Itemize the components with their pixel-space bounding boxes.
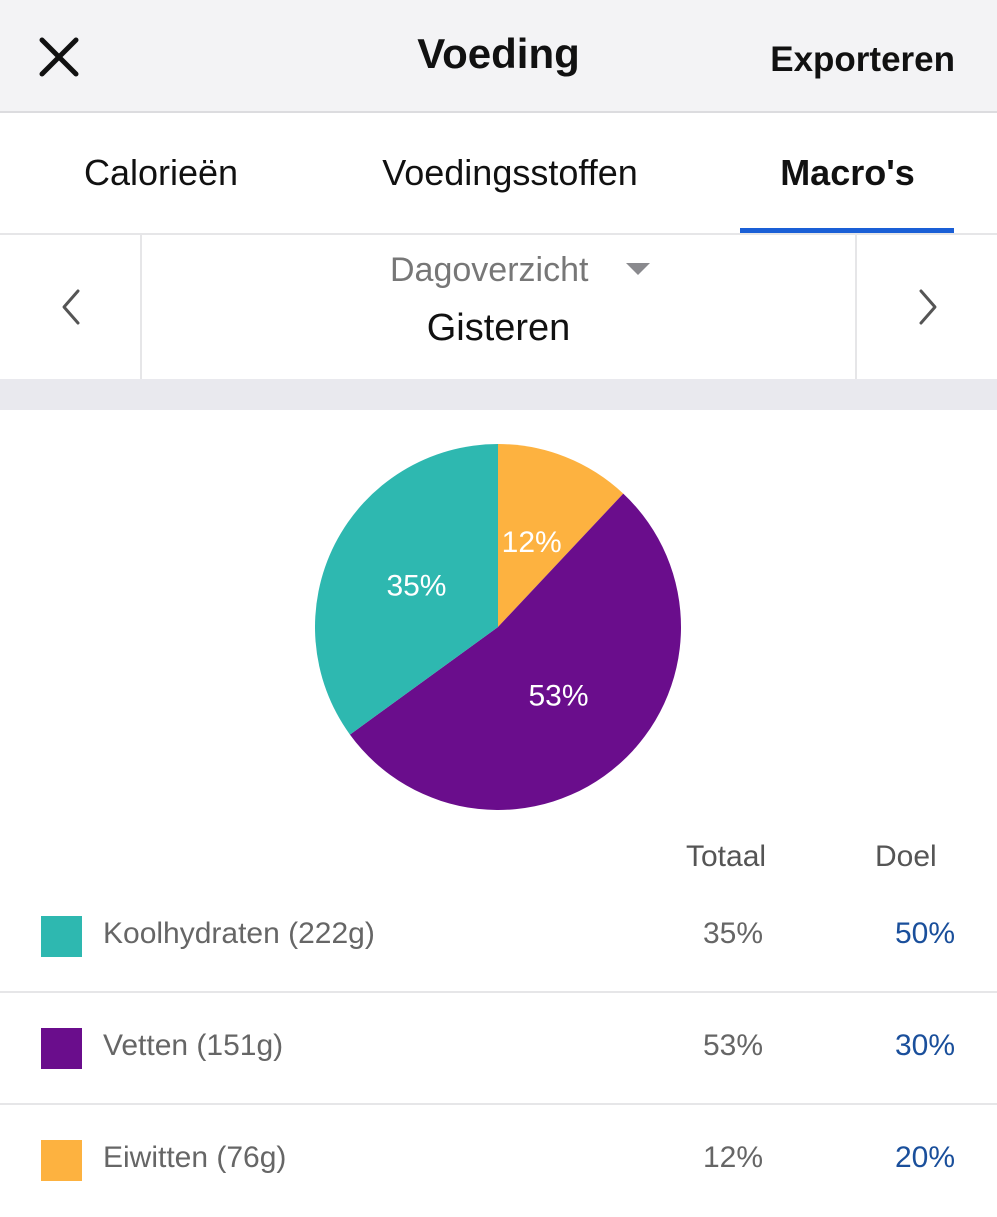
export-button[interactable]: Exporteren bbox=[770, 40, 955, 79]
carbs-color-swatch bbox=[41, 916, 82, 957]
pie-label-vetten: 53% bbox=[528, 680, 588, 713]
close-icon bbox=[39, 37, 79, 77]
date-navigator: Dagoverzicht Gisteren bbox=[0, 235, 997, 379]
macro-goal[interactable]: 30% bbox=[894, 1029, 955, 1062]
macro-name: Koolhydraten (222g) bbox=[103, 917, 375, 950]
selected-date: Gisteren bbox=[426, 307, 571, 349]
fat-color-swatch bbox=[41, 1028, 82, 1069]
macro-row-fat: Vetten (151g) 53% 30% bbox=[0, 993, 997, 1105]
pie-svg: 12% 53% 35% bbox=[315, 444, 681, 810]
chevron-right-icon bbox=[919, 289, 937, 325]
pie-slice-koolhydraten bbox=[315, 444, 498, 735]
column-header-goal: Doel bbox=[875, 840, 937, 873]
macro-total: 35% bbox=[702, 917, 764, 950]
macro-goal[interactable]: 20% bbox=[894, 1141, 955, 1174]
pie-slice-vetten bbox=[349, 493, 681, 810]
column-header-total: Totaal bbox=[686, 840, 767, 873]
macro-pie-chart: 12% 53% 35% bbox=[315, 444, 681, 810]
macro-total: 12% bbox=[702, 1141, 764, 1174]
pie-slice-eiwitten bbox=[498, 444, 624, 627]
protein-color-swatch bbox=[41, 1140, 82, 1181]
top-bar: Voeding Exporteren bbox=[0, 0, 997, 113]
macro-row-carbs: Koolhydraten (222g) 35% 50% bbox=[0, 881, 997, 993]
macro-row-protein: Eiwitten (76g) 12% 20% bbox=[0, 1105, 997, 1217]
tab-calories[interactable]: Calorieën bbox=[83, 152, 239, 193]
next-day-button[interactable] bbox=[855, 235, 997, 379]
tab-macros[interactable]: Macro's bbox=[780, 152, 915, 193]
previous-day-button[interactable] bbox=[0, 235, 142, 379]
pie-label-eiwitten: 12% bbox=[502, 526, 562, 559]
active-tab-indicator bbox=[740, 228, 954, 233]
tab-bar: Calorieën Voedingsstoffen Macro's bbox=[0, 113, 997, 235]
macro-goal[interactable]: 50% bbox=[894, 917, 955, 950]
caret-down-icon[interactable] bbox=[626, 263, 650, 275]
close-button[interactable] bbox=[36, 34, 82, 80]
pie-label-koolhydraten: 35% bbox=[386, 569, 446, 602]
page-title: Voeding bbox=[417, 30, 580, 77]
chevron-left-icon bbox=[62, 289, 80, 325]
tab-nutrients[interactable]: Voedingsstoffen bbox=[382, 152, 638, 193]
period-dropdown[interactable]: Dagoverzicht bbox=[390, 251, 589, 289]
macro-total: 53% bbox=[702, 1029, 764, 1062]
macro-name: Eiwitten (76g) bbox=[103, 1141, 287, 1174]
section-separator bbox=[0, 379, 997, 410]
macro-name: Vetten (151g) bbox=[103, 1029, 284, 1062]
